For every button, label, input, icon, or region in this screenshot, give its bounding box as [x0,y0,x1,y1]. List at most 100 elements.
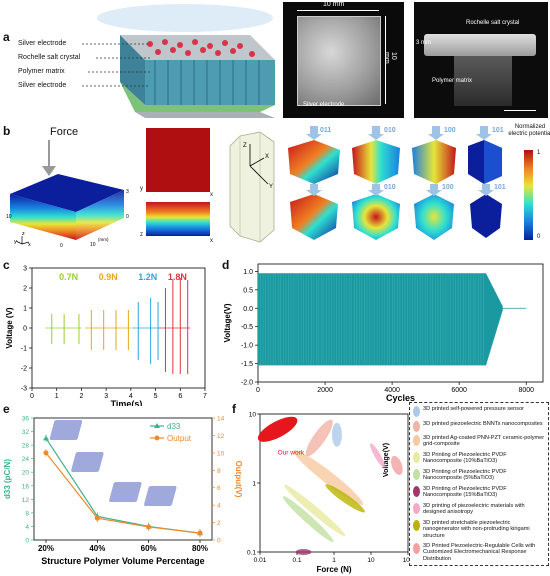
legend-label-output: Output [167,434,192,443]
force-level-label: 1.8N [168,272,187,282]
orientation-100-row2: 100 [442,184,454,191]
zx-view [146,202,210,236]
x-axis-label: Cycles [386,393,415,403]
legend-swatch [413,421,420,432]
y-right-tick-label: 8 [217,468,221,475]
y-tick-label: 1.0 [243,269,253,276]
y-right-tick-label: 4 [217,503,221,510]
x-tick-label: 4 [129,393,133,400]
panel-e-label: e [3,402,10,416]
data-point [43,435,49,441]
x-tick-label: 4000 [384,387,400,394]
force-label: Force [50,126,79,138]
x-axis-label: Force (N) [316,565,351,574]
data-point [197,530,203,536]
study-region [282,496,334,543]
sample-photo-top: 10 mm 10 mm Silver electrode [283,1,404,118]
x-tick-label: 2 [79,393,83,400]
y-tick-label: -1 [21,346,27,353]
y-tick-label: 0.5 [243,287,253,294]
x-tick-label: 5 [154,393,158,400]
crystal-dots [147,39,255,57]
layer-label-top-electrode: Silver electrode [18,40,67,47]
colorbar-min: 0 [537,234,541,240]
y-axis-label: Voltage (V) [5,307,14,349]
photo-height-label: 10 mm [383,52,397,64]
y-tick-label: 0.1 [247,550,256,557]
orientation-010: 010 [384,127,396,134]
layer-label-polymer: Polymer matrix [18,68,65,75]
scaffold-thumbnail [49,420,83,440]
y-tick-label: 10 [249,412,257,419]
crystal-axis-z: Z [243,143,247,149]
legend-text: 3D Printing of Piezoelectric PVDF Nanoco… [423,452,507,465]
y-tick-label: 0 [25,538,29,545]
orientation-101: 101 [492,127,504,134]
y-tick-label: -1.0 [241,343,253,350]
svg-text:10: 10 [6,214,12,220]
zx-view-x-label: x [210,238,213,244]
svg-text:(mm): (mm) [98,237,109,242]
y-tick-label: -1.5 [241,361,253,368]
legend-swatch [413,520,420,531]
voltage-cycles-chart: 0 2000 4000 6000 8000 -2.0 -1.5 -1.0 -0.5 0.0 0.5 1… [223,263,544,403]
y-tick-label: -2.0 [241,380,253,387]
legend-label-d33: d33 [167,422,181,431]
y-axis-label: d33 (pC/N) [3,459,12,499]
zx-view-z-label: z [140,232,143,238]
x-axis-label: Structure Polymer Volume Percentage [41,556,204,566]
x-tick-label: 60% [141,544,157,553]
legend-text: 3D printed Ag-coated PNN-PZT ceramic-pol… [423,435,545,448]
colorbar [524,150,533,240]
d33-output-chart: 20% 40% 60% 80%0481216202428323602468101214… [3,416,243,567]
x-tick-label: 1 [332,557,336,564]
force-level-label: 1.2N [138,272,157,282]
legend-text: 3D Printing of Piezoelectric PVDF Nanoco… [423,469,507,482]
legend-swatch [413,435,420,446]
legend-swatch [413,469,420,480]
svg-text:10: 10 [90,242,96,248]
orientation-101-row2: 101 [494,184,506,191]
sample-photo-side: Rochelle salt crystal 3 mm Polymer matri… [414,2,548,118]
y-right-tick-label: 0 [217,538,221,545]
svg-text:0: 0 [126,214,129,220]
study-region [293,450,364,506]
panel-d-label: d [222,258,230,272]
x-tick-label: 20% [38,544,54,553]
legend-text: 3D Printing of Piezoelectric PVDF Nanoco… [423,486,507,499]
y-tick-label: -3 [21,386,27,393]
y-tick-label: 8 [25,510,29,517]
study-region [325,484,365,513]
y-right-axis-label: Output(V) [234,461,243,498]
x-tick-label: 10 [367,557,375,564]
y-tick-label: 2 [23,286,27,293]
data-point [94,515,100,521]
panel-f-legend: 3D printed self-powered pressure sensor 3… [409,402,549,566]
orientation-100: 100 [444,127,456,134]
x-tick-label: 80% [192,544,208,553]
force-level-label: 0.9N [99,272,118,282]
x-tick-label: 0.1 [292,557,301,564]
x-tick-label: 2000 [317,387,333,394]
y-right-tick-label: 14 [217,416,225,423]
y-tick-label: -2 [21,366,27,373]
svg-text:x: x [28,242,31,248]
y-tick-label: 0 [23,326,27,333]
colorbar-title: Normalized electric potential [508,124,550,137]
svg-text:0: 0 [60,243,63,249]
legend-swatch [413,543,420,554]
study-region [295,549,312,555]
y-right-tick-label: 10 [217,450,225,457]
scaffold-thumbnail [109,482,142,502]
y-tick-label: 0.0 [243,306,253,313]
y-tick-label: 3 [23,266,27,273]
x-tick-label: 3 [104,393,108,400]
x-axis-label: Time(s) [111,399,143,406]
xy-view [146,128,210,192]
y-right-tick-label: 12 [217,433,225,440]
y-tick-label: 1 [23,306,27,313]
legend-text: 3D printed self-powered pressure sensor [423,406,525,412]
svg-text:3: 3 [126,189,129,195]
our-work-label: Our work [278,449,305,456]
